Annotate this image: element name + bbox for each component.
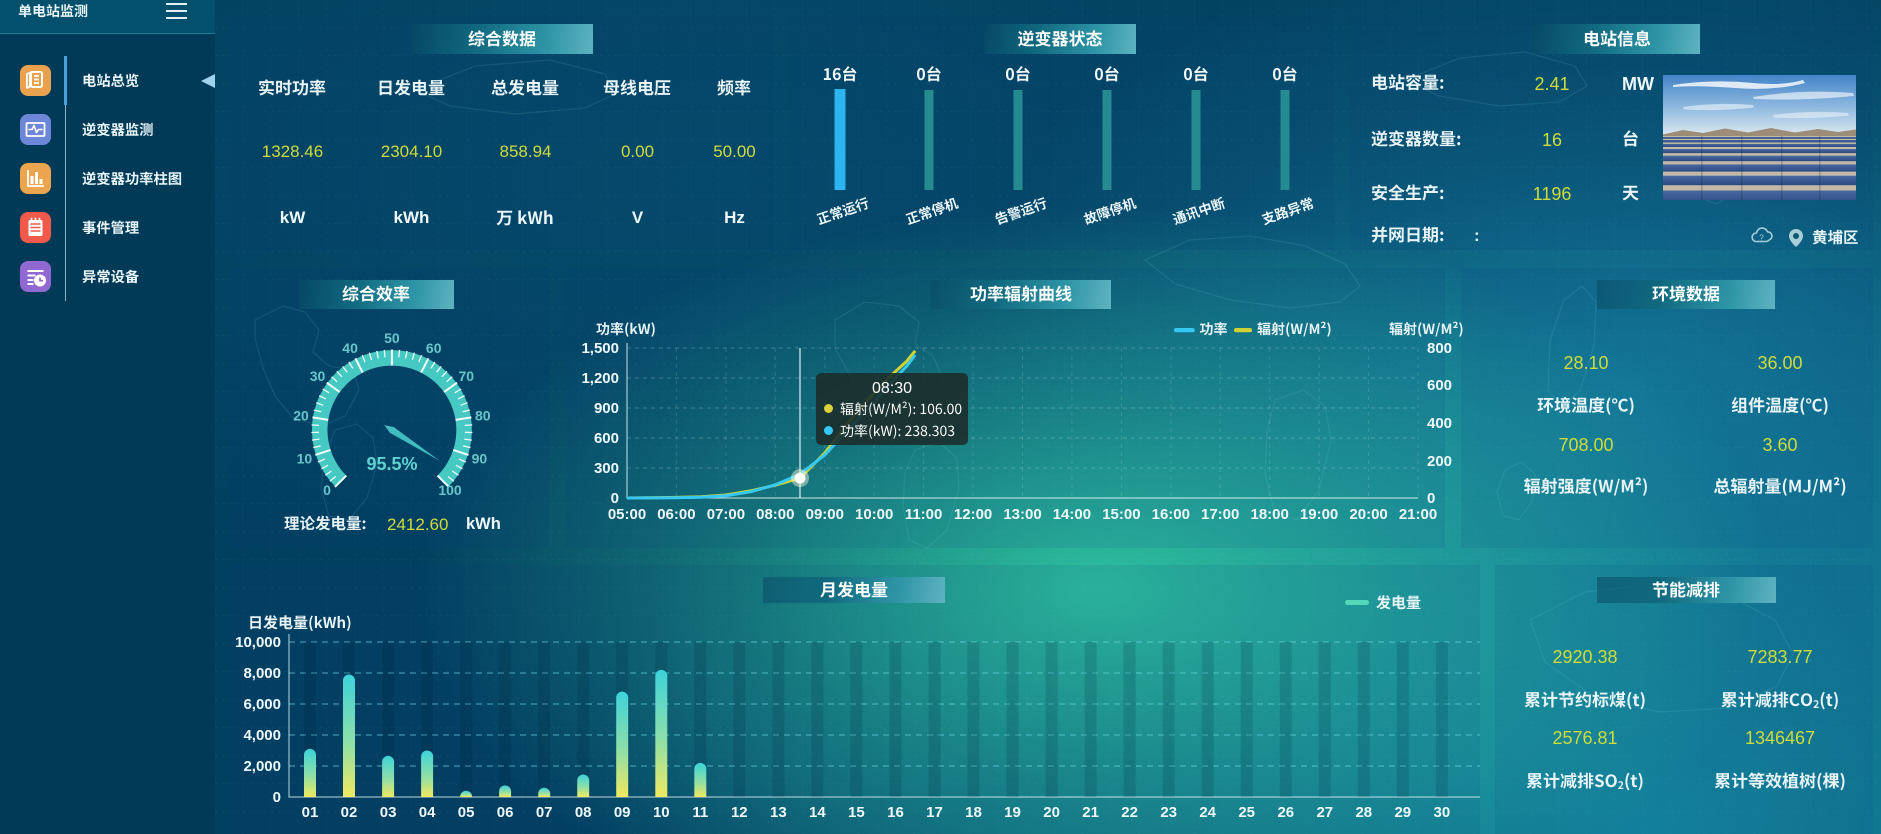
svg-text:07:00: 07:00 — [707, 506, 745, 523]
svg-text:900: 900 — [594, 400, 619, 417]
svg-text:23: 23 — [1160, 804, 1177, 821]
svg-text:12:00: 12:00 — [954, 506, 992, 523]
svg-text:09:00: 09:00 — [806, 506, 844, 523]
svg-text:30: 30 — [1434, 804, 1451, 821]
svg-text:4,000: 4,000 — [243, 727, 281, 744]
svg-text:0: 0 — [1427, 490, 1435, 507]
svg-text:?: ? — [1759, 234, 1764, 243]
svg-text:800: 800 — [1427, 340, 1452, 357]
svg-text:60: 60 — [426, 340, 442, 356]
svg-text:400: 400 — [1427, 415, 1452, 432]
svg-text:03: 03 — [380, 804, 397, 821]
svg-text:10: 10 — [297, 450, 313, 466]
svg-text:20: 20 — [293, 408, 309, 424]
svg-text:21:00: 21:00 — [1399, 506, 1437, 523]
svg-text:16:00: 16:00 — [1152, 506, 1190, 523]
svg-text:14: 14 — [809, 804, 826, 821]
svg-text:95.5%: 95.5% — [366, 454, 417, 474]
svg-text:10:00: 10:00 — [855, 506, 893, 523]
svg-text:600: 600 — [594, 430, 619, 447]
svg-text:19: 19 — [1004, 804, 1021, 821]
svg-text:10: 10 — [653, 804, 670, 821]
svg-text:05: 05 — [458, 804, 475, 821]
svg-text:20: 20 — [1043, 804, 1060, 821]
svg-text:02: 02 — [341, 804, 358, 821]
svg-text:100: 100 — [438, 482, 462, 498]
svg-text:11:00: 11:00 — [905, 506, 943, 523]
svg-text:25: 25 — [1238, 804, 1255, 821]
svg-text:04: 04 — [419, 804, 436, 821]
svg-text:80: 80 — [475, 408, 491, 424]
svg-text:24: 24 — [1199, 804, 1216, 821]
svg-text:2,000: 2,000 — [243, 758, 281, 775]
svg-text:20:00: 20:00 — [1349, 506, 1387, 523]
svg-text:06:00: 06:00 — [657, 506, 695, 523]
svg-text:50: 50 — [384, 330, 400, 346]
svg-text:11: 11 — [692, 804, 708, 821]
svg-text:17:00: 17:00 — [1201, 506, 1239, 523]
svg-text:16: 16 — [887, 804, 904, 821]
svg-text:40: 40 — [342, 340, 358, 356]
svg-text:09: 09 — [614, 804, 631, 821]
svg-text:26: 26 — [1277, 804, 1294, 821]
svg-text:15: 15 — [848, 804, 865, 821]
svg-text:19:00: 19:00 — [1300, 506, 1338, 523]
svg-text:0: 0 — [273, 789, 281, 806]
svg-text:600: 600 — [1427, 377, 1452, 394]
svg-text:1,500: 1,500 — [581, 340, 619, 357]
svg-text:18: 18 — [965, 804, 982, 821]
svg-text:08:00: 08:00 — [756, 506, 794, 523]
svg-text:70: 70 — [459, 368, 475, 384]
svg-text:17: 17 — [926, 804, 943, 821]
svg-text:08: 08 — [575, 804, 592, 821]
svg-text:13:00: 13:00 — [1003, 506, 1041, 523]
svg-text:300: 300 — [594, 460, 619, 477]
svg-text:0: 0 — [611, 490, 619, 507]
svg-text:0: 0 — [323, 482, 331, 498]
svg-text:01: 01 — [302, 804, 319, 821]
svg-text:13: 13 — [770, 804, 787, 821]
svg-text:14:00: 14:00 — [1053, 506, 1091, 523]
svg-text:07: 07 — [536, 804, 553, 821]
svg-text:8,000: 8,000 — [243, 665, 281, 682]
svg-text:28: 28 — [1355, 804, 1372, 821]
svg-text:30: 30 — [310, 368, 326, 384]
svg-text:1,200: 1,200 — [581, 370, 619, 387]
svg-text:12: 12 — [731, 804, 748, 821]
svg-text:21: 21 — [1082, 804, 1099, 821]
svg-text:200: 200 — [1427, 453, 1452, 470]
svg-text:90: 90 — [472, 450, 488, 466]
svg-text:29: 29 — [1394, 804, 1411, 821]
svg-text:22: 22 — [1121, 804, 1138, 821]
svg-text:18:00: 18:00 — [1251, 506, 1289, 523]
svg-text:10,000: 10,000 — [235, 634, 281, 651]
svg-text:05:00: 05:00 — [608, 506, 646, 523]
svg-text:06: 06 — [497, 804, 514, 821]
svg-text:15:00: 15:00 — [1102, 506, 1140, 523]
svg-text:6,000: 6,000 — [243, 696, 281, 713]
svg-text:27: 27 — [1316, 804, 1333, 821]
